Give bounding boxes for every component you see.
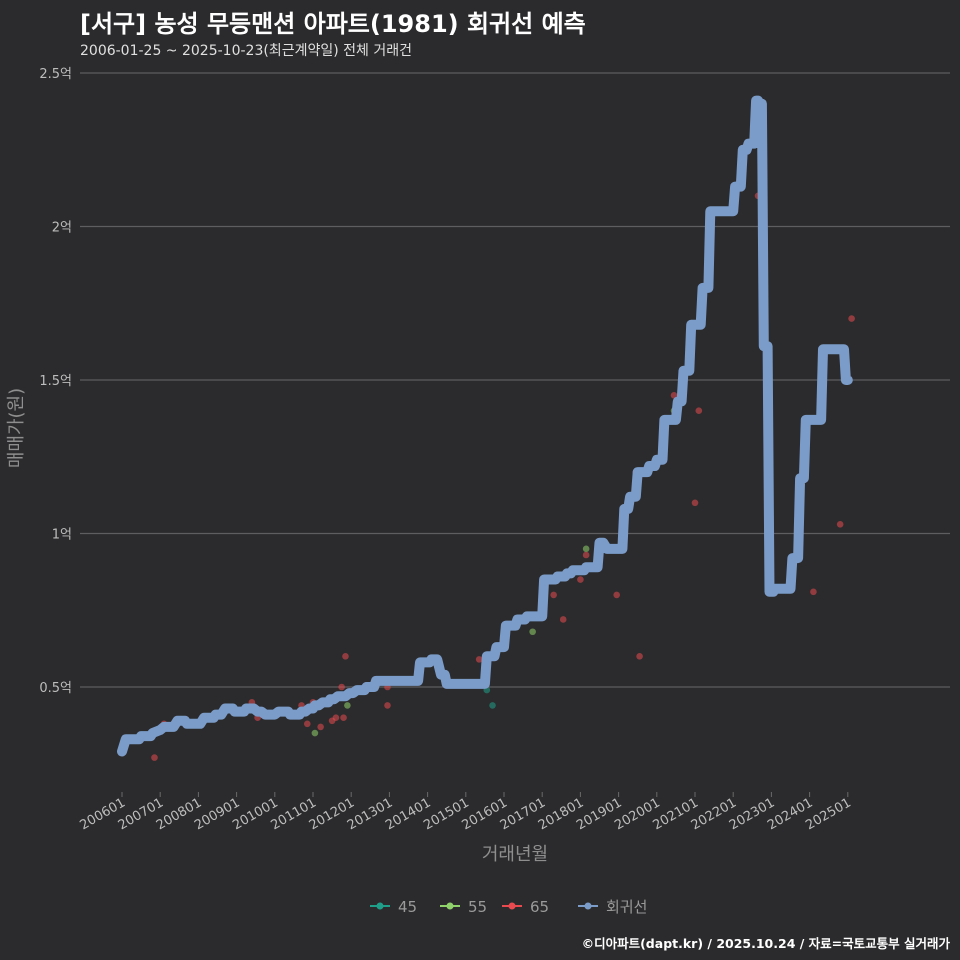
y-tick-label: 0.5억 bbox=[39, 681, 72, 696]
y-axis-ticks: 0.5억 1억 1.5억 2억 2.5억 bbox=[39, 67, 72, 696]
point-series-65 bbox=[550, 591, 557, 599]
y-tick-label: 2.5억 bbox=[39, 67, 72, 82]
point-series-65 bbox=[342, 653, 349, 660]
x-axis-ticks: 2006012007012008012009012010012011012012… bbox=[78, 792, 854, 833]
legend: 45 55 65 회귀선 bbox=[370, 898, 647, 916]
point-series-65 bbox=[475, 656, 483, 663]
legend-key-0 bbox=[376, 902, 384, 910]
point-series-65 bbox=[559, 616, 567, 623]
point-series-65 bbox=[338, 683, 345, 691]
point-series-65 bbox=[695, 407, 703, 415]
point-series-65 bbox=[151, 754, 158, 761]
regression-line-group bbox=[117, 95, 853, 757]
chart-subtitle: 2006-01-25 ~ 2025-10-23(최근계약일) 전체 거래건 bbox=[80, 43, 412, 59]
point-series-65 bbox=[577, 576, 584, 583]
point-series-65 bbox=[636, 653, 643, 660]
point-series-45 bbox=[489, 702, 496, 709]
point-series-55 bbox=[311, 729, 319, 737]
scatter-points bbox=[151, 192, 855, 761]
y-tick-label: 1.5억 bbox=[39, 374, 72, 389]
legend-key-3 bbox=[584, 902, 592, 910]
legend-label-0: 45 bbox=[398, 898, 417, 916]
y-tick-label: 1억 bbox=[52, 528, 72, 543]
legend-key-2 bbox=[508, 902, 516, 910]
point-series-65 bbox=[332, 714, 340, 721]
point-series-65 bbox=[613, 591, 620, 599]
regression-line bbox=[117, 95, 853, 757]
point-series-65 bbox=[317, 723, 324, 731]
point-series-55 bbox=[344, 702, 351, 709]
point-series-65 bbox=[303, 720, 311, 728]
chart-title: [서구] 농성 무등맨션 아파트(1981) 회귀선 예측 bbox=[80, 10, 586, 38]
point-series-65 bbox=[582, 551, 590, 559]
point-series-65 bbox=[848, 315, 855, 322]
point-series-65 bbox=[691, 499, 699, 507]
point-series-65 bbox=[340, 714, 347, 721]
y-tick-label: 2억 bbox=[52, 221, 72, 236]
x-axis-title: 거래년월 bbox=[482, 844, 548, 865]
legend-label-3: 회귀선 bbox=[606, 898, 647, 916]
legend-label-2: 65 bbox=[530, 898, 549, 916]
point-series-65 bbox=[384, 702, 391, 709]
point-series-65 bbox=[836, 520, 844, 528]
grid-lines bbox=[80, 72, 950, 688]
point-series-55 bbox=[582, 545, 590, 553]
y-axis-title: 매매가(원) bbox=[6, 388, 27, 468]
legend-label-1: 55 bbox=[468, 898, 487, 916]
source-caption: ©디아파트(dapt.kr) / 2025.10.24 / 자료=국토교통부 실… bbox=[581, 936, 950, 951]
point-series-65 bbox=[810, 588, 817, 596]
legend-key-1 bbox=[446, 902, 454, 910]
point-series-55 bbox=[529, 628, 536, 636]
